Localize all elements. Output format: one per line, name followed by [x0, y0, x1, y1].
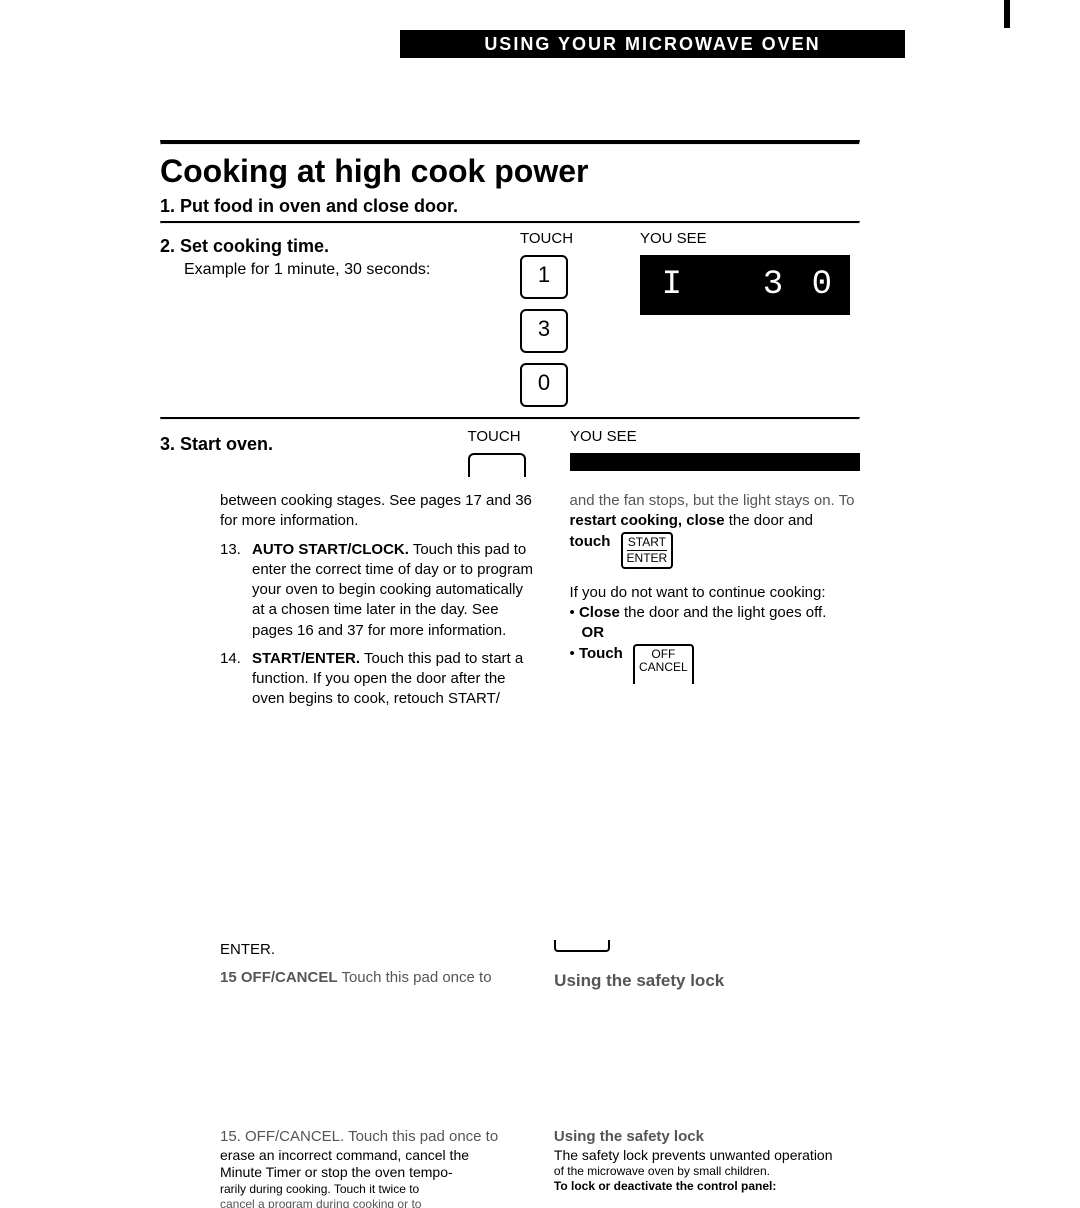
frag1-offcancel: OFF/CANCEL [241, 969, 338, 986]
frag1-colA: ENTER. 15 OFF/CANCEL Touch this pad once… [220, 940, 550, 987]
step-2-left: 2. Set cooking time. Example for 1 minut… [160, 230, 520, 279]
frag2-right2: of the microwave oven by small children. [554, 1164, 864, 1179]
content-area: Cooking at high cook power 1. Put food i… [160, 140, 860, 710]
key-cancel-label: CANCEL [639, 660, 688, 674]
step-2-mid: TOUCH 1 3 0 [520, 230, 640, 407]
frag1-colB: Using the safety lock [554, 940, 854, 992]
item-13-text: AUTO START/CLOCK. Touch this pad to ente… [252, 540, 540, 641]
smear-line: and the fan stops, but the light stays o… [570, 491, 860, 511]
header-bar: USING YOUR MICROWAVE OVEN [400, 30, 905, 58]
frag2-left-top: 15. OFF/CANCEL. Touch this pad once to [220, 1128, 550, 1147]
key-start-label: START [628, 535, 666, 549]
column-a: between cooking stages. See pages 17 and… [160, 491, 540, 710]
keybox-open-top [554, 940, 610, 952]
step-2-title: 2. Set cooking time. [160, 236, 520, 257]
frag2-left1: erase an incorrect command, cancel the [220, 1147, 550, 1165]
display-1: I [662, 255, 686, 315]
close-bold: Close [579, 604, 620, 621]
key-enter-label: ENTER [627, 551, 668, 565]
page: USING YOUR MICROWAVE OVEN Cooking at hig… [0, 0, 1080, 1208]
step-3-row: 3. Start oven. TOUCH YOU SEE [160, 428, 860, 477]
step-2-right: YOU SEE I 3 0 [640, 230, 860, 315]
frag2-colA: 15. OFF/CANCEL. Touch this pad once to e… [220, 1128, 550, 1208]
item-13: 13. AUTO START/CLOCK. Touch this pad to … [220, 540, 540, 641]
frag2-left3: rarily during cooking. Touch it twice to [220, 1182, 550, 1197]
touch-label-2: TOUCH [520, 230, 640, 247]
key-3: 3 [520, 309, 568, 353]
display-3: 3 [763, 255, 787, 315]
step-3-mid: TOUCH [468, 428, 571, 477]
item-14-num: 14. [220, 649, 246, 710]
item-14-head: START/ENTER. [252, 650, 360, 667]
section-title: Cooking at high cook power [160, 153, 860, 190]
fragment-1: ENTER. 15 OFF/CANCEL Touch this pad once… [220, 940, 870, 992]
step-3-left: 3. Start oven. [160, 428, 468, 459]
step-3-title: 3. Start oven. [160, 434, 468, 455]
step-3-right: YOU SEE [570, 428, 860, 471]
frag1-enter: ENTER. [220, 940, 550, 960]
frag2-colB: Using the safety lock The safety lock pr… [554, 1128, 864, 1194]
rule-2 [160, 417, 860, 420]
frag2-right-top: Using the safety lock [554, 1128, 864, 1147]
touch2-bold: Touch [579, 645, 623, 662]
touch-label-3: TOUCH [468, 428, 571, 445]
scan-mark [1004, 0, 1010, 28]
off-cancel-key: OFF CANCEL [633, 644, 694, 684]
you-see-label-2: YOU SEE [640, 230, 860, 247]
frag1-rest: Touch this pad once to [341, 969, 491, 986]
key-off-label: OFF [651, 647, 675, 661]
oven-display: I 3 0 [640, 255, 850, 315]
item-13-num: 13. [220, 540, 246, 641]
frag1-right-title: Using the safety lock [554, 970, 854, 992]
item-13-head: AUTO START/CLOCK. [252, 541, 409, 558]
touch-bold: touch [570, 533, 611, 550]
frag2-left4: cancel a program during cooking or to [220, 1197, 550, 1208]
restart-mid: the door and [725, 512, 813, 529]
frag2-right1: The safety lock prevents unwanted operat… [554, 1147, 864, 1165]
item-14: 14. START/ENTER. Touch this pad to start… [220, 649, 540, 710]
step-2-example: Example for 1 minute, 30 seconds: [184, 261, 520, 279]
fragment-2: 15. OFF/CANCEL. Touch this pad once to e… [220, 1128, 880, 1208]
item-14-text: START/ENTER. Touch this pad to start a f… [252, 649, 540, 710]
column-b: and the fan stops, but the light stays o… [570, 491, 860, 710]
colA-p1: between cooking stages. See pages 17 and… [220, 491, 540, 532]
body-columns: between cooking stages. See pages 17 and… [160, 491, 860, 710]
restart-line: restart cooking, close the door and touc… [570, 511, 860, 569]
rule-top [160, 140, 860, 145]
step-2-row: 2. Set cooking time. Example for 1 minut… [160, 230, 860, 407]
not-continue: If you do not want to continue cooking: [570, 583, 860, 603]
display-bar-slim [570, 453, 860, 471]
frag2-right3: To lock or deactivate the control panel: [554, 1179, 864, 1194]
frag1-n15: 15 [220, 969, 237, 986]
step-1: 1. Put food in oven and close door. [160, 196, 860, 217]
partial-key-top [468, 453, 526, 477]
keypad: 1 3 0 [520, 255, 640, 407]
you-see-label-3: YOU SEE [570, 428, 860, 445]
frag2-left2: Minute Timer or stop the oven tempo- [220, 1164, 550, 1182]
bullet-close: • Close the door and the light goes off. [570, 603, 860, 623]
display-0: 0 [812, 255, 836, 315]
key-0: 0 [520, 363, 568, 407]
restart-bold: restart cooking, close [570, 512, 725, 529]
close-rest: the door and the light goes off. [620, 604, 827, 621]
rule-1 [160, 221, 860, 224]
frag1-line15: 15 OFF/CANCEL Touch this pad once to [220, 968, 550, 988]
start-enter-key: START ENTER [621, 532, 674, 569]
or-label: OR [582, 623, 860, 643]
key-1: 1 [520, 255, 568, 299]
bullet-touch: • Touch OFF CANCEL [570, 644, 860, 684]
